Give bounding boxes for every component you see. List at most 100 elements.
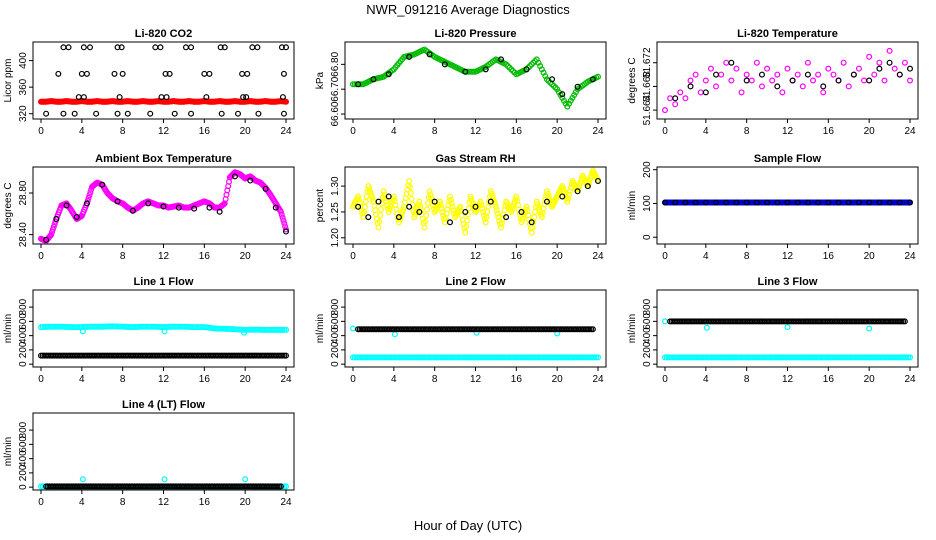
x-tick-label: 20 <box>864 126 876 137</box>
x-tick-label: 16 <box>823 126 835 137</box>
data-point <box>406 177 413 184</box>
data-point <box>119 70 126 77</box>
data-point <box>774 83 781 90</box>
data-point <box>49 229 56 236</box>
panel-6: Sample Flow ml/min 0 4 8 12 16 20 24 0 100 200 <box>627 153 919 262</box>
data-point <box>280 110 287 117</box>
data-point <box>399 208 406 215</box>
data-point <box>753 199 760 206</box>
data-point <box>73 213 80 220</box>
x-tick-label: 8 <box>120 374 126 385</box>
data-point <box>728 59 735 66</box>
data-point <box>733 65 740 72</box>
data-point <box>472 203 479 210</box>
x-tick-label: 16 <box>199 374 211 385</box>
data-point <box>80 94 87 101</box>
data-point <box>235 110 242 117</box>
data-point <box>866 53 873 60</box>
data-point <box>886 47 893 54</box>
x-tick-label: 20 <box>864 374 876 385</box>
data-point <box>254 44 261 51</box>
data-point <box>163 94 170 101</box>
data-point <box>702 89 709 96</box>
data-point <box>835 199 842 206</box>
data-point <box>116 94 123 101</box>
series-2 <box>672 59 913 102</box>
panel-frame <box>32 41 295 120</box>
data-point <box>221 44 228 51</box>
data-point <box>188 110 195 117</box>
data-point <box>118 44 125 51</box>
data-point <box>559 91 566 98</box>
x-tick-label: 12 <box>158 251 170 262</box>
data-point <box>145 200 152 207</box>
data-point <box>160 203 167 210</box>
x-tick-label: 20 <box>552 251 564 262</box>
x-tick-label: 16 <box>199 251 211 262</box>
x-tick-label: 4 <box>79 497 85 508</box>
series-2 <box>355 177 601 226</box>
data-point <box>362 198 369 205</box>
data-point <box>830 71 837 78</box>
data-point <box>794 199 801 206</box>
x-tick-label: 8 <box>120 251 126 262</box>
y-tick-label: 200 <box>330 341 341 358</box>
x-tick-label: 16 <box>823 251 835 262</box>
x-tick-label: 16 <box>199 497 211 508</box>
data-point <box>560 185 567 192</box>
data-point <box>881 77 888 84</box>
data-point <box>85 194 92 201</box>
data-point <box>896 199 903 206</box>
data-point <box>779 89 786 96</box>
data-point <box>406 183 413 190</box>
data-point <box>380 188 387 195</box>
data-point <box>764 65 771 72</box>
data-point <box>385 71 392 78</box>
data-point <box>43 236 50 243</box>
data-point <box>560 188 567 195</box>
data-point <box>687 83 694 90</box>
x-tick-label: 16 <box>511 126 523 137</box>
data-point <box>247 177 254 184</box>
data-point <box>774 71 781 78</box>
panel-ylabel: degrees C <box>3 182 14 228</box>
x-tick-label: 12 <box>470 251 482 262</box>
y-tick-label: 100 <box>642 195 653 212</box>
panel-ylabel: ml/min <box>3 437 14 466</box>
data-point <box>441 61 448 68</box>
data-point <box>784 199 791 206</box>
data-point <box>702 199 709 206</box>
y-tick-label: 800 <box>642 298 653 315</box>
data-point <box>789 77 796 84</box>
data-point <box>584 183 591 190</box>
data-point <box>743 77 750 84</box>
series-1 <box>350 354 601 361</box>
data-point <box>713 83 720 90</box>
data-point <box>462 68 469 75</box>
data-point <box>55 70 62 77</box>
data-point <box>161 476 168 483</box>
panel-title: Li-820 Temperature <box>737 28 838 40</box>
data-point <box>594 354 601 361</box>
data-point <box>78 70 85 77</box>
x-tick-label: 20 <box>552 374 564 385</box>
data-point <box>241 329 248 336</box>
data-point <box>861 77 868 84</box>
data-point <box>743 199 750 206</box>
data-point <box>487 188 494 195</box>
y-tick-label: 0 <box>642 361 653 367</box>
x-tick-label: 4 <box>79 126 85 137</box>
data-point <box>79 476 86 483</box>
x-tick-label: 16 <box>511 374 523 385</box>
data-point <box>203 94 210 101</box>
data-point <box>279 94 286 101</box>
data-point <box>565 195 572 202</box>
data-point <box>723 59 730 66</box>
data-point <box>350 325 357 332</box>
data-point <box>114 110 121 117</box>
data-point <box>518 208 525 215</box>
data-point <box>281 220 288 227</box>
panel-title: Line 3 Flow <box>758 276 818 288</box>
data-point <box>114 198 121 205</box>
